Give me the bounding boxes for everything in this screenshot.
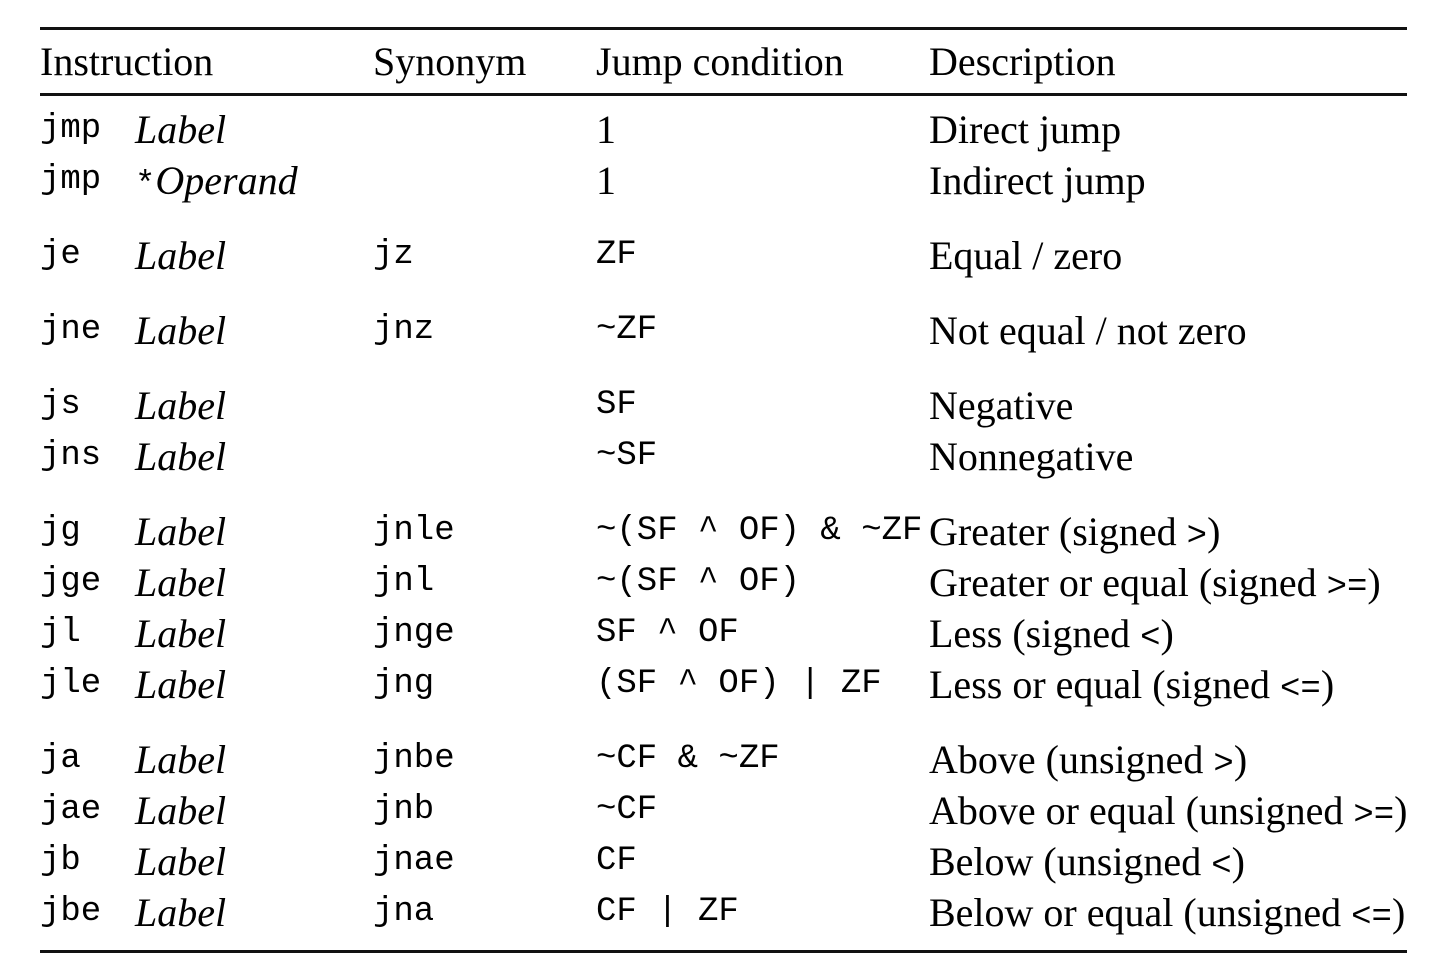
cell-mnemonic: jl [40, 614, 81, 652]
cell-operand: Label [135, 509, 227, 554]
cell-condition: SF ^ OF [596, 614, 739, 652]
table-row: jne Label jnz ~ZF Not equal / not zero [40, 305, 1407, 356]
cell-mnemonic: je [40, 236, 81, 274]
cell-operand: *Operand [135, 158, 298, 205]
cell-description: Above (unsigned >) [929, 737, 1248, 784]
table-row: jns Label ~SF Nonnegative [40, 431, 1407, 482]
cell-synonym: jnge [373, 614, 455, 652]
row-group: js Label SF Negative jns Label ~SF Nonnegative [40, 380, 1407, 482]
table-row: ja Label jnbe ~CF & ~ZF Above (unsigned >) [40, 734, 1407, 785]
table-row: jb Label jnae CF Below (unsigned <) [40, 836, 1407, 887]
table-row: jle Label jng (SF ^ OF) | ZF Less or equal (… [40, 659, 1407, 710]
table-row: je Label jz ZF Equal / zero [40, 230, 1407, 281]
cell-operand: Label [135, 233, 227, 278]
cell-mnemonic: jmp [40, 110, 102, 148]
cell-description: Not equal / not zero [929, 308, 1247, 353]
row-group: jmp Label 1 Direct jump jmp *Operand 1 Indirect… [40, 104, 1407, 206]
cell-synonym: jz [373, 236, 414, 274]
table-row: jg Label jnle ~(SF ^ OF) & ~ZF Greater (sign… [40, 506, 1407, 557]
cell-mnemonic: jb [40, 842, 81, 880]
cell-description: Below (unsigned <) [929, 839, 1245, 886]
cell-description: Direct jump [929, 107, 1122, 152]
cell-synonym: jnae [373, 842, 455, 880]
table-row: jae Label jnb ~CF Above or equal (unsigned >… [40, 785, 1407, 836]
cell-condition: 1 [596, 107, 616, 152]
column-header-jump-condition: Jump condition [596, 39, 844, 84]
cell-operand: Label [135, 737, 227, 782]
cell-synonym: jnz [373, 311, 435, 349]
cell-synonym: jnb [373, 791, 435, 829]
cell-condition: ~SF [596, 437, 658, 475]
column-header-instruction: Instruction [40, 39, 214, 84]
cell-mnemonic: jne [40, 311, 102, 349]
column-header-synonym: Synonym [373, 39, 527, 84]
table-row: js Label SF Negative [40, 380, 1407, 431]
cell-operand: Label [135, 890, 227, 935]
cell-synonym: jng [373, 665, 435, 703]
cell-description: Greater (signed >) [929, 509, 1221, 556]
table-row: jbe Label jna CF | ZF Below or equal (unsign… [40, 887, 1407, 938]
cell-description: Greater or equal (signed >=) [929, 560, 1381, 607]
cell-description: Below or equal (unsigned <=) [929, 890, 1406, 937]
cell-operand: Label [135, 788, 227, 833]
cell-description: Above or equal (unsigned >=) [929, 788, 1408, 835]
cell-mnemonic: jle [40, 665, 102, 703]
cell-condition: ~ZF [596, 311, 658, 349]
row-group: ja Label jnbe ~CF & ~ZF Above (unsigned >) ja… [40, 734, 1407, 938]
cell-synonym: jnle [373, 512, 455, 550]
cell-description: Equal / zero [929, 233, 1123, 278]
table-row: jmp *Operand 1 Indirect jump [40, 155, 1407, 206]
jump-instructions-table: Instruction Synonym Jump condition Descr… [40, 27, 1407, 953]
cell-description: Negative [929, 383, 1074, 428]
cell-operand: Label [135, 383, 227, 428]
cell-synonym: jnbe [373, 740, 455, 778]
cell-condition: ~(SF ^ OF) & ~ZF [596, 512, 923, 550]
table-row: jge Label jnl ~(SF ^ OF) Greater or equal (s… [40, 557, 1407, 608]
cell-condition: ZF [596, 236, 637, 274]
cell-condition: ~(SF ^ OF) [596, 563, 801, 601]
cell-description: Indirect jump [929, 158, 1146, 203]
cell-mnemonic: jbe [40, 893, 102, 931]
cell-mnemonic: ja [40, 740, 81, 778]
table-row: jmp Label 1 Direct jump [40, 104, 1407, 155]
table-header-row: Instruction Synonym Jump condition Descr… [40, 30, 1407, 96]
cell-synonym: jna [373, 893, 435, 931]
row-group: je Label jz ZF Equal / zero [40, 230, 1407, 281]
cell-operand: Label [135, 839, 227, 884]
cell-condition: SF [596, 386, 637, 424]
row-group: jne Label jnz ~ZF Not equal / not zero [40, 305, 1407, 356]
cell-mnemonic: js [40, 386, 81, 424]
cell-synonym [373, 155, 596, 215]
table-body: jmp Label 1 Direct jump jmp *Operand 1 Indirect… [40, 96, 1407, 953]
cell-condition: 1 [596, 158, 616, 203]
cell-synonym [373, 431, 596, 491]
cell-mnemonic: jae [40, 791, 102, 829]
cell-operand: Label [135, 560, 227, 605]
column-header-description: Description [929, 39, 1116, 84]
cell-condition: (SF ^ OF) | ZF [596, 665, 882, 703]
row-group: jg Label jnle ~(SF ^ OF) & ~ZF Greater (sign… [40, 506, 1407, 710]
cell-description: Less or equal (signed <=) [929, 662, 1335, 709]
cell-synonym: jnl [373, 563, 435, 601]
cell-condition: CF [596, 842, 637, 880]
cell-mnemonic: jg [40, 512, 81, 550]
cell-operand: Label [135, 107, 227, 152]
cell-mnemonic: jmp [40, 161, 102, 199]
cell-condition: ~CF & ~ZF [596, 740, 780, 778]
cell-condition: CF | ZF [596, 893, 739, 931]
cell-description: Nonnegative [929, 434, 1134, 479]
cell-operand: Label [135, 308, 227, 353]
cell-description: Less (signed <) [929, 611, 1174, 658]
cell-operand: Label [135, 434, 227, 479]
cell-mnemonic: jns [40, 437, 102, 475]
cell-operand: Label [135, 662, 227, 707]
cell-condition: ~CF [596, 791, 658, 829]
cell-mnemonic: jge [40, 563, 102, 601]
table-row: jl Label jnge SF ^ OF Less (signed <) [40, 608, 1407, 659]
cell-operand: Label [135, 611, 227, 656]
